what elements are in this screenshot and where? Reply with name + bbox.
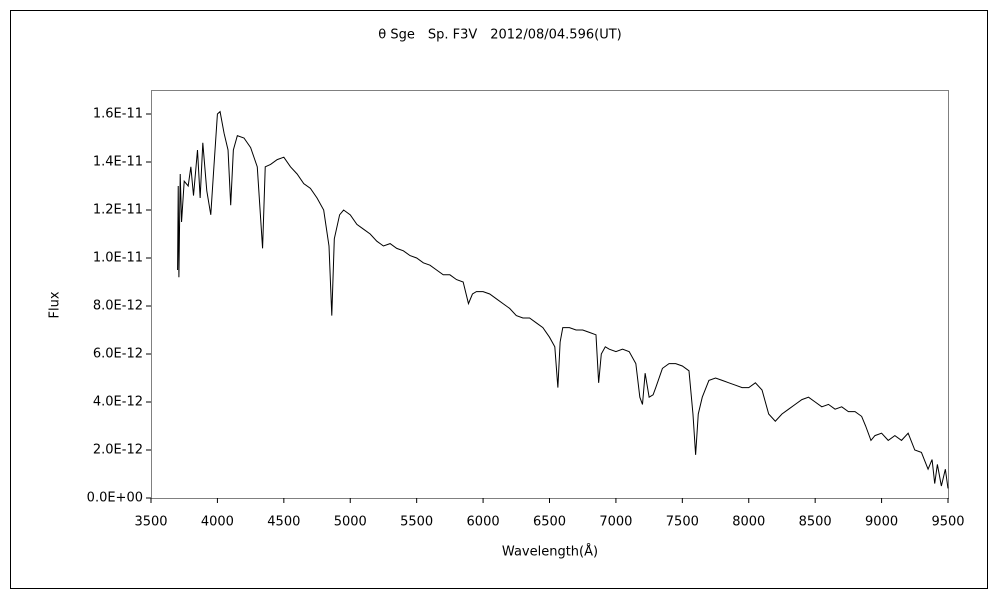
- y-tick-label: 4.0E-12: [93, 395, 143, 410]
- x-tick-label: 4000: [201, 515, 234, 530]
- y-tick-label: 1.2E-11: [93, 203, 143, 218]
- y-axis-label: Flux: [48, 291, 63, 318]
- plot-area: [151, 90, 949, 499]
- x-tick-label: 5000: [334, 515, 367, 530]
- chart-title: θ Sge Sp. F3V 2012/08/04.596(UT): [378, 28, 621, 43]
- spectrum-line: [177, 110, 949, 489]
- y-tick-label: 1.0E-11: [93, 251, 143, 266]
- x-tick-label: 8000: [732, 515, 765, 530]
- y-tick-label: 6.0E-12: [93, 347, 143, 362]
- y-tick-label: 0.0E+00: [87, 491, 143, 506]
- x-tick-label: 4500: [267, 515, 300, 530]
- x-tick-label: 5500: [400, 515, 433, 530]
- x-tick-label: 7000: [599, 515, 632, 530]
- x-tick-label: 9000: [865, 515, 898, 530]
- x-axis-label: Wavelength(Å): [502, 544, 598, 560]
- y-tick-label: 8.0E-12: [93, 299, 143, 314]
- y-tick-label: 2.0E-12: [93, 443, 143, 458]
- y-tick-label: 1.6E-11: [93, 107, 143, 122]
- y-tick-label: 1.4E-11: [93, 155, 143, 170]
- x-tick-label: 6000: [467, 515, 500, 530]
- x-tick-label: 9500: [931, 515, 964, 530]
- x-tick-label: 8500: [799, 515, 832, 530]
- x-tick-label: 6500: [533, 515, 566, 530]
- x-tick-label: 3500: [134, 515, 167, 530]
- x-tick-label: 7500: [666, 515, 699, 530]
